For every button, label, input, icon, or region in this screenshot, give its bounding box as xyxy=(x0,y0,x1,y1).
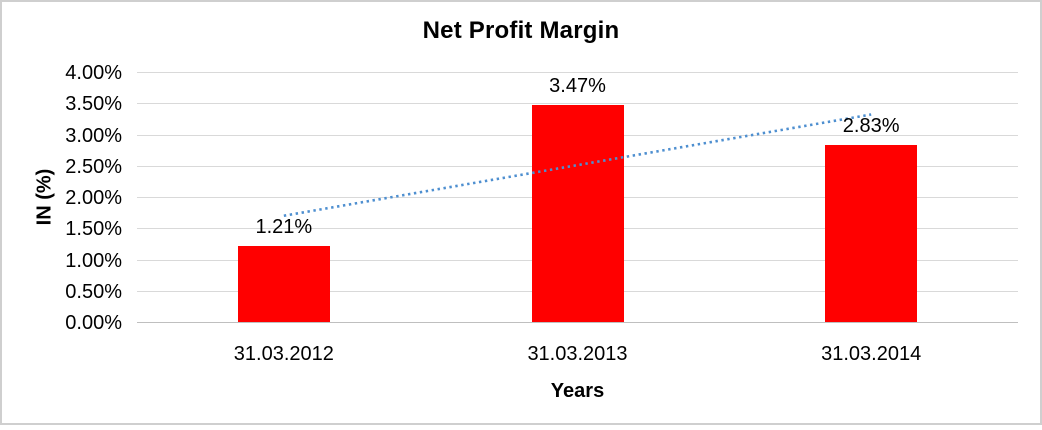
y-tick-label: 0.50% xyxy=(65,280,122,303)
y-tick-label: 1.00% xyxy=(65,249,122,272)
bar-31.03.2014 xyxy=(825,145,918,322)
bar-31.03.2012 xyxy=(237,246,330,322)
data-label: 1.21% xyxy=(255,216,313,239)
trendline-path xyxy=(283,113,872,218)
y-gridline xyxy=(137,72,1018,73)
chart-title: Net Profit Margin xyxy=(422,17,620,44)
data-label: 3.47% xyxy=(549,75,606,98)
trendline xyxy=(283,113,872,218)
x-category-label: 31.03.2013 xyxy=(527,343,628,365)
data-label: 2.83% xyxy=(842,115,900,138)
y-tick-label: 3.00% xyxy=(65,124,122,147)
y-tick-label: 3.50% xyxy=(65,93,122,116)
x-axis-title: Years xyxy=(550,380,605,402)
plot-area: 1.21% 3.47% 2.83% xyxy=(137,72,1018,323)
y-tick-label: 0.00% xyxy=(65,312,122,334)
y-tick-label: 2.00% xyxy=(65,187,122,209)
bar-31.03.2013 xyxy=(531,105,624,322)
y-tick-label: 1.50% xyxy=(65,218,122,241)
x-category-label: 31.03.2014 xyxy=(821,343,922,365)
x-axis-line xyxy=(137,322,1018,323)
x-category-label: 31.03.2012 xyxy=(233,343,334,365)
y-gridline xyxy=(137,103,1018,105)
y-tick-label: 2.50% xyxy=(65,155,122,178)
y-tick-label: 4.00% xyxy=(65,62,122,84)
